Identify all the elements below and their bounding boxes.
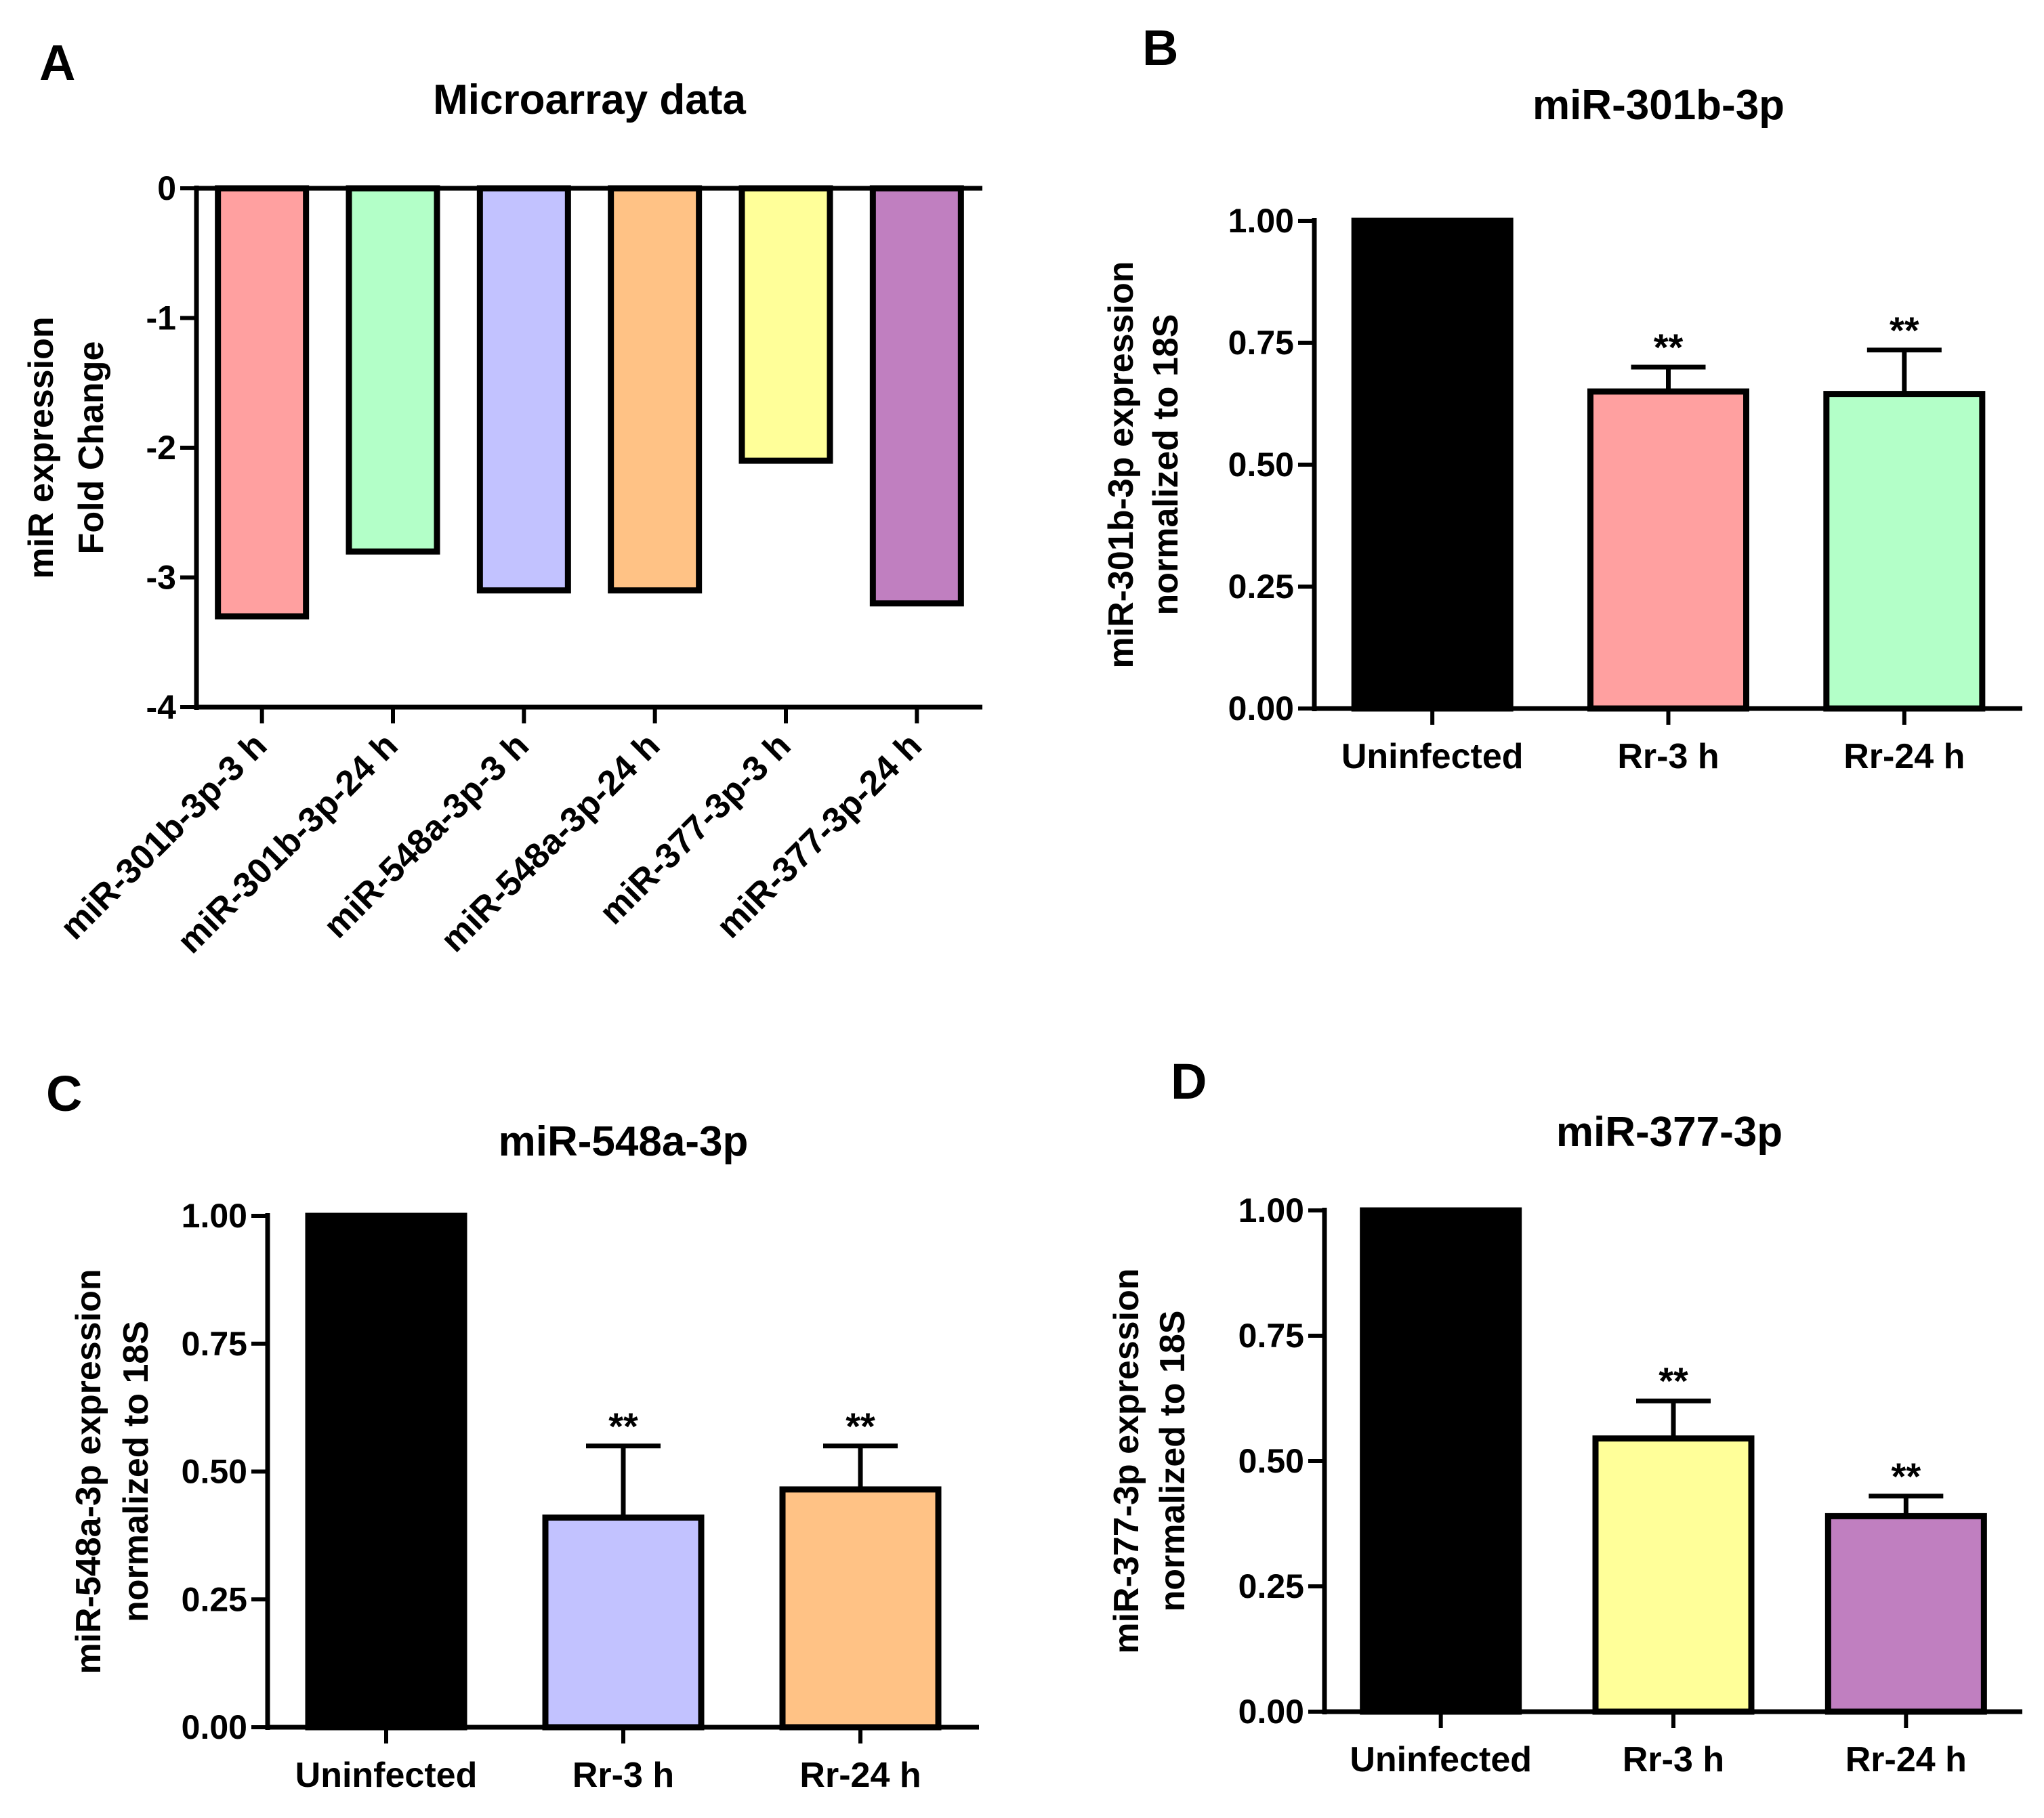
bar (1823, 391, 1986, 712)
x-tick-label: Uninfected (1341, 737, 1524, 776)
significance-marker: ** (846, 1405, 875, 1447)
y-tick-label: -4 (146, 688, 177, 726)
y-axis-title: miR-377-3p expression (1107, 1268, 1146, 1653)
y-axis-title: miR-548a-3p expression (69, 1269, 108, 1674)
y-axis-title: miR-301b-3p expression (1102, 261, 1141, 668)
y-tick-label: 0.75 (1238, 1317, 1304, 1355)
bar (869, 185, 964, 607)
bar (542, 1514, 705, 1731)
y-axis-title: normalized to 18S (117, 1321, 156, 1622)
significance-marker: ** (1659, 1359, 1688, 1402)
panel-a: A Microarray data miR expression Fold Chang… (22, 35, 982, 961)
bar (779, 1486, 942, 1731)
chart-title: miR-301b-3p (1532, 82, 1785, 129)
x-tick-label: Uninfected (1350, 1740, 1532, 1779)
y-axis-title: normalized to 18S (1146, 314, 1186, 616)
y-tick-label: 0.50 (1228, 446, 1294, 484)
x-tick-label: Rr-3 h (1617, 737, 1719, 776)
significance-marker: ** (608, 1405, 638, 1447)
significance-marker: ** (1654, 326, 1684, 368)
y-tick-label: -1 (146, 299, 176, 337)
y-tick-label: 1.00 (1238, 1191, 1304, 1229)
x-tick-label: Rr-24 h (1845, 1740, 1967, 1779)
x-tick-label: miR-548a-3p-24 h (434, 725, 667, 959)
y-tick-label: 1.00 (1228, 202, 1294, 240)
bar (738, 185, 833, 464)
chart-title: miR-377-3p (1556, 1109, 1782, 1156)
x-tick-label: Rr-3 h (572, 1756, 674, 1795)
x-tick-label: Rr-24 h (799, 1756, 921, 1795)
panel-letter: D (1171, 1053, 1207, 1109)
y-tick-label: 0.50 (182, 1453, 247, 1491)
y-tick-label: 0.75 (1228, 324, 1294, 362)
y-tick-label: 0.25 (182, 1580, 247, 1618)
y-tick-label: 0.75 (182, 1325, 247, 1363)
panel-letter: A (39, 35, 75, 91)
bar (1592, 1435, 1755, 1715)
y-tick-label: 0.50 (1238, 1442, 1304, 1480)
y-tick-label: 0 (157, 169, 176, 207)
bar (608, 185, 703, 594)
y-tick-label: -3 (146, 559, 176, 597)
bar (476, 185, 571, 594)
y-tick-label: 0.25 (1238, 1567, 1304, 1605)
chart-title: Microarray data (433, 77, 746, 123)
x-tick-label: Rr-3 h (1623, 1740, 1724, 1779)
y-tick-label: 0.25 (1228, 568, 1294, 606)
x-tick-label: miR-301b-3p-24 h (170, 725, 406, 961)
y-tick-label: -2 (146, 429, 176, 467)
bar (305, 1212, 467, 1731)
panel-letter: B (1142, 20, 1178, 76)
y-tick-label: 0.00 (1238, 1693, 1304, 1731)
chart-title: miR-548a-3p (499, 1118, 749, 1165)
panel-letter: C (46, 1065, 82, 1122)
y-axis-title: normalized to 18S (1153, 1311, 1192, 1612)
x-tick-label: Rr-24 h (1843, 737, 1965, 776)
y-tick-label: 0.00 (182, 1708, 247, 1746)
y-axis-title: Fold Change (72, 341, 111, 555)
bar (215, 185, 310, 620)
y-tick-label: 0.00 (1228, 690, 1294, 727)
bar (346, 185, 440, 555)
y-tick-label: 1.00 (182, 1197, 247, 1235)
x-tick-label: Uninfected (295, 1756, 478, 1795)
bar (1351, 217, 1514, 712)
bar (1587, 388, 1749, 712)
significance-marker: ** (1890, 309, 1919, 352)
bar (1824, 1513, 1987, 1715)
bar (1360, 1207, 1522, 1715)
significance-marker: ** (1892, 1455, 1921, 1498)
y-axis-title: miR expression (22, 316, 61, 578)
